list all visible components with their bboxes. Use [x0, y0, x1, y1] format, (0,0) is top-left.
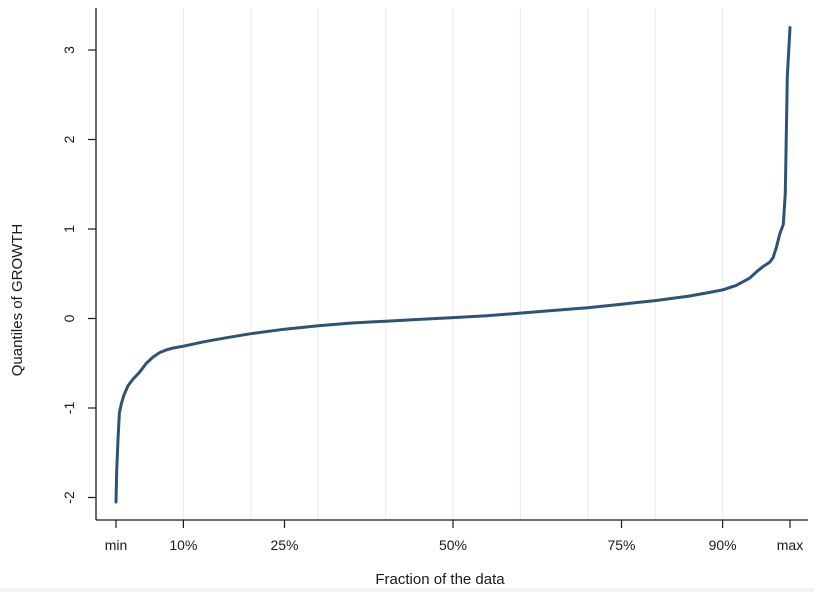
- x-tick-label-1: 10%: [169, 537, 197, 553]
- x-tick-label-2: 25%: [270, 537, 298, 553]
- bottom-strip: [0, 588, 814, 592]
- x-tick-label-6: max: [777, 537, 803, 553]
- x-axis-title: Fraction of the data: [375, 571, 505, 588]
- x-tick-label-5: 90%: [709, 537, 737, 553]
- axis-ticks: min 10% 25% 50% 75% 90% max -2 -1 0 1 2 3: [61, 46, 803, 553]
- y-tick-label-3: 1: [61, 225, 77, 233]
- y-tick-label-0: -2: [61, 491, 77, 504]
- y-tick-label-4: 2: [61, 135, 77, 143]
- x-tick-label-3: 50%: [439, 537, 467, 553]
- y-axis-title: Quantiles of GROWTH: [9, 224, 26, 377]
- gridlines: [182, 8, 724, 520]
- y-tick-label-1: -1: [61, 402, 77, 415]
- x-tick-label-4: 75%: [607, 537, 635, 553]
- y-tick-label-2: 0: [61, 314, 77, 322]
- y-tick-label-5: 3: [61, 46, 77, 54]
- x-tick-label-0: min: [105, 537, 128, 553]
- series-line-growth: [114, 26, 792, 504]
